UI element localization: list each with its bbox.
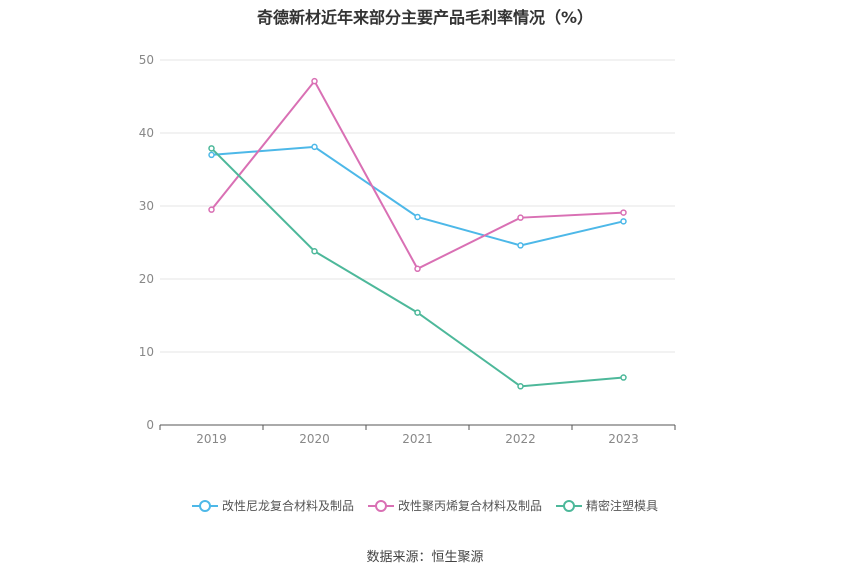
data-point[interactable] [517,214,524,221]
data-point[interactable] [620,374,627,381]
legend-label: 改性尼龙复合材料及制品 [221,499,354,513]
legend-label: 改性聚丙烯复合材料及制品 [397,499,542,513]
chart-title: 奇德新材近年来部分主要产品毛利率情况（%） [256,8,594,27]
y-tick-label: 10 [139,345,154,359]
series-2 [208,77,627,273]
y-tick-label: 40 [139,126,154,140]
legend-label: 精密注塑模具 [586,499,659,513]
x-tick-label: 2019 [196,432,227,446]
series-lines [208,77,627,390]
y-tick-label: 0 [146,418,154,432]
y-tick-label: 20 [139,272,154,286]
series-1 [208,143,627,249]
x-tick-label: 2020 [299,432,330,446]
data-point[interactable] [414,265,421,273]
legend-item-2[interactable]: 改性聚丙烯复合材料及制品 [367,497,542,514]
legend-item-3[interactable]: 精密注塑模具 [556,497,658,514]
data-point[interactable] [620,218,627,225]
data-point[interactable] [517,242,524,249]
data-point[interactable] [414,309,421,316]
legend-line-marker-icon [556,499,582,512]
legend-line-marker-icon [367,499,394,512]
data-point[interactable] [517,383,524,390]
y-tick-label: 50 [139,53,154,67]
data-point[interactable] [311,248,318,255]
data-point[interactable] [311,143,318,151]
grid-lines [160,59,675,353]
legend-line-marker-icon [191,499,218,512]
data-point[interactable] [311,77,318,85]
data-point[interactable] [208,151,215,159]
legend: 改性尼龙复合材料及制品 改性聚丙烯复合材料及制品 精密注塑模具 [0,497,850,514]
x-tick-label: 2022 [505,432,536,446]
y-tick-label: 30 [139,199,154,213]
data-point[interactable] [414,213,421,221]
data-point[interactable] [620,209,627,216]
data-point[interactable] [208,206,215,213]
series-line [210,79,624,271]
source-note: 数据来源：恒生聚源 [366,550,484,565]
x-tick-label: 2021 [402,432,433,446]
series-3 [208,145,627,390]
axes: 0 10 20 30 40 50 2019 2020 2021 2022 2023 [139,53,676,446]
data-point[interactable] [208,145,215,152]
series-line [211,145,624,247]
x-tick-label: 2023 [608,432,639,446]
legend-item-1[interactable]: 改性尼龙复合材料及制品 [191,497,354,514]
